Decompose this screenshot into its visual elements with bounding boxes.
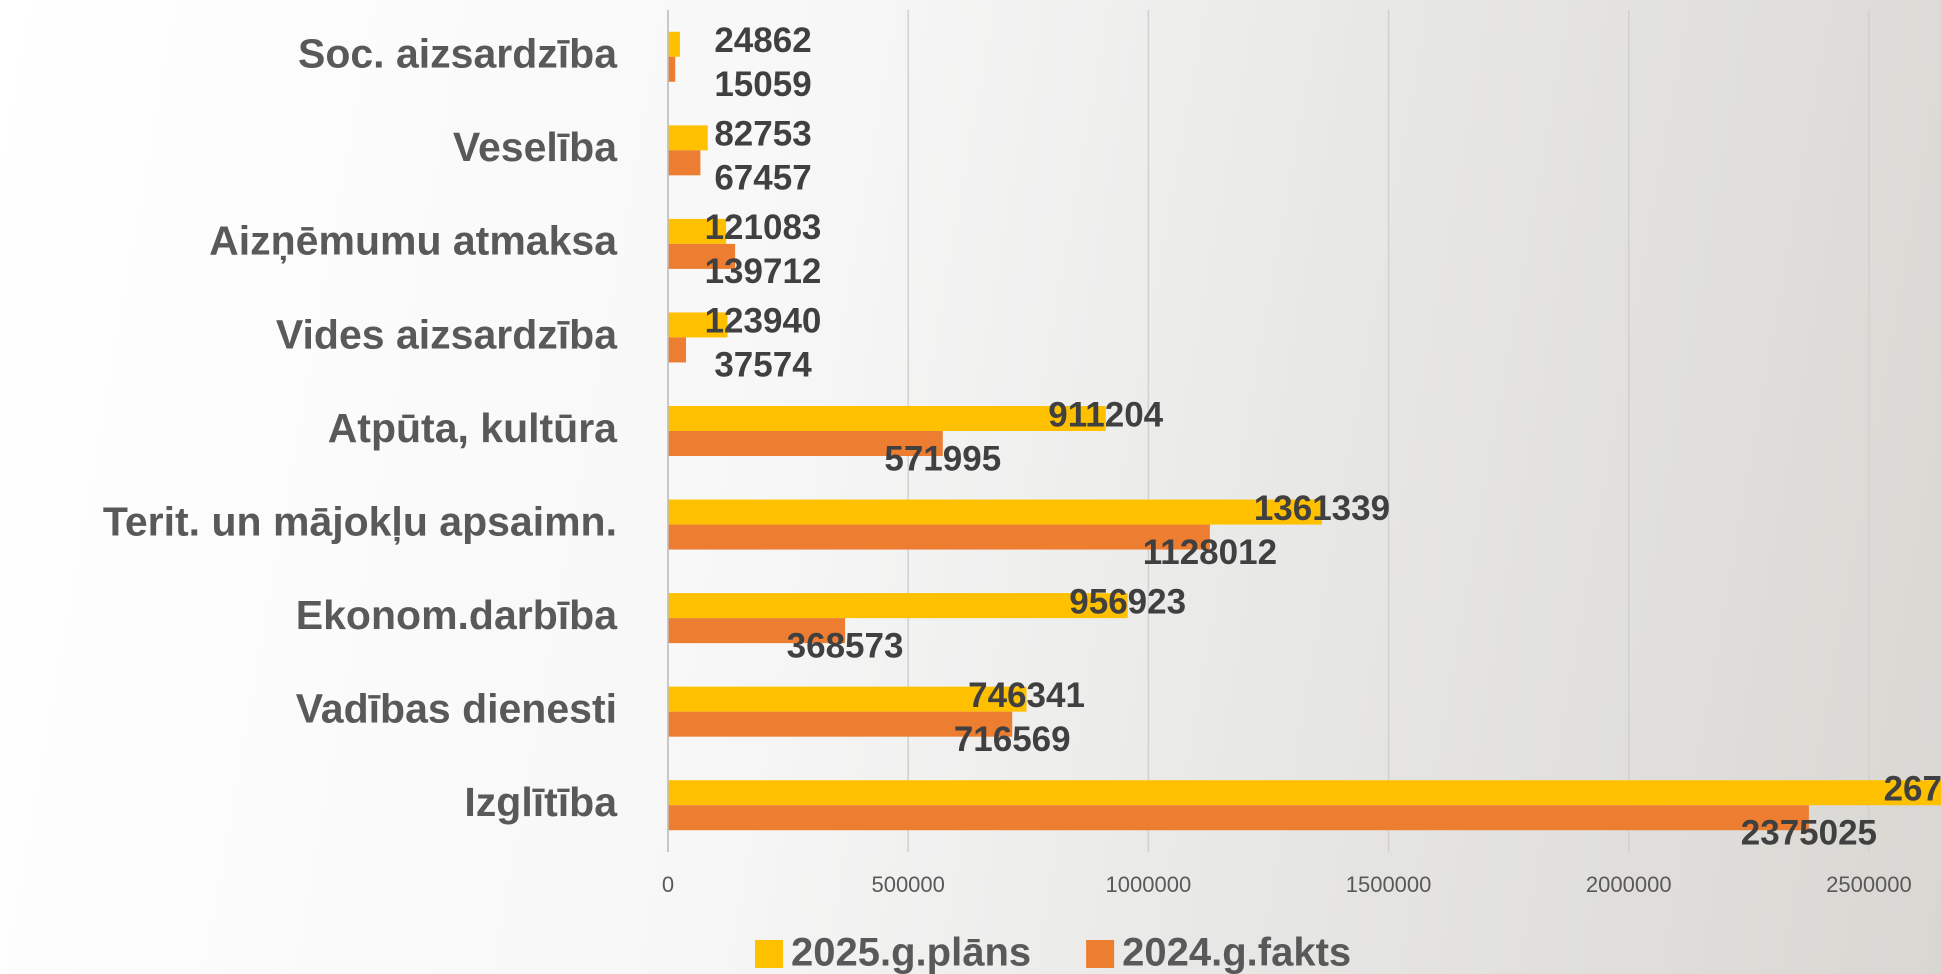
bar — [668, 805, 1809, 830]
legend-label: 2025.g.plāns — [791, 931, 1031, 974]
category-label: Soc. aizsardzība — [298, 31, 618, 77]
bar — [668, 57, 675, 82]
legend-label: 2024.g.fakts — [1122, 931, 1351, 974]
value-label: 82753 — [714, 115, 811, 154]
value-label: 139712 — [705, 252, 822, 291]
value-label: 746341 — [968, 676, 1085, 715]
category-label: Terit. un mājokļu apsaimn. — [103, 498, 617, 544]
legend-swatch — [1086, 940, 1114, 968]
value-label: 121083 — [705, 208, 822, 247]
bar — [668, 593, 1128, 618]
value-label: 37574 — [714, 346, 812, 385]
bar — [668, 500, 1322, 525]
legend-swatch — [755, 940, 783, 968]
bar — [668, 525, 1210, 550]
value-label: 956923 — [1069, 582, 1186, 621]
value-label: 2672295 — [1884, 769, 1941, 808]
x-tick-label: 2500000 — [1826, 872, 1912, 897]
category-label: Vadības dienesti — [296, 685, 617, 731]
bar — [668, 32, 680, 57]
value-label: 716569 — [954, 720, 1071, 759]
x-tick-label: 500000 — [871, 872, 944, 897]
value-label: 911204 — [1048, 395, 1163, 434]
value-label: 15059 — [714, 65, 811, 104]
category-label: Aizņēmumu atmaksa — [209, 218, 618, 264]
value-label: 368573 — [787, 626, 904, 665]
category-label: Vides aizsardzība — [276, 311, 618, 357]
category-label: Izglītība — [464, 779, 618, 825]
chart: 0 500000 1000000 1500000 2000000 2500000 Soc. … — [0, 0, 1941, 974]
value-label: 123940 — [705, 302, 822, 341]
x-tick-label: 2000000 — [1586, 872, 1672, 897]
value-label: 67457 — [714, 159, 811, 198]
value-label: 1361339 — [1254, 489, 1390, 528]
bar — [668, 150, 700, 175]
value-label: 2375025 — [1741, 813, 1877, 852]
value-label: 571995 — [884, 439, 1001, 478]
category-label: Ekonom.darbība — [296, 592, 618, 638]
category-label: Veselība — [453, 124, 618, 170]
x-tick-label: 1500000 — [1346, 872, 1432, 897]
x-tick-label: 0 — [662, 872, 674, 897]
bar — [668, 337, 686, 362]
category-label: Atpūta, kultūra — [328, 405, 618, 451]
x-tick-label: 1000000 — [1106, 872, 1192, 897]
value-label: 1128012 — [1143, 533, 1277, 572]
bar — [668, 406, 1106, 431]
bar — [668, 125, 708, 150]
value-label: 24862 — [714, 21, 811, 60]
bar — [668, 780, 1941, 805]
